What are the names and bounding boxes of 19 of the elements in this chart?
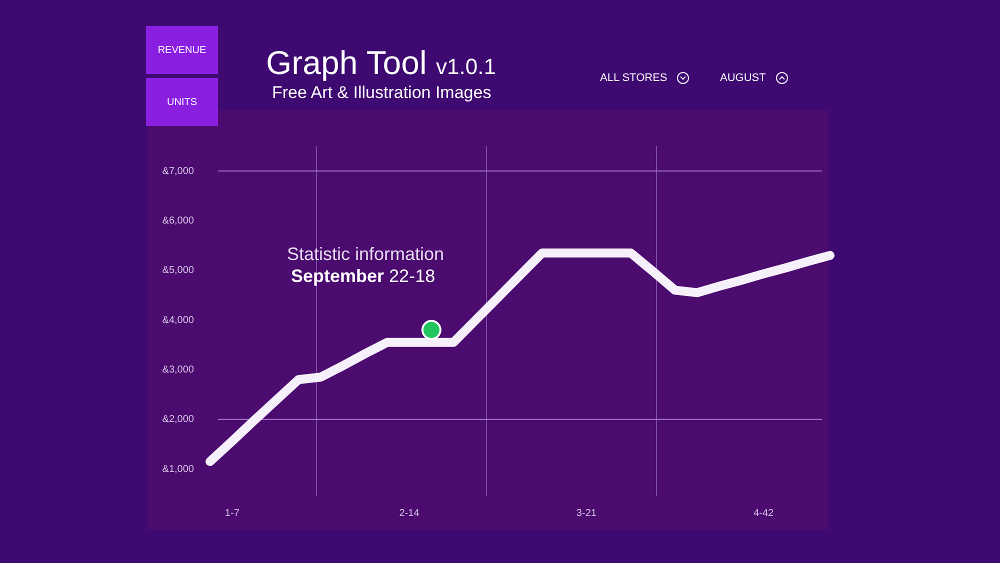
text: UNITS — [146, 78, 218, 126]
y-tick-label: &6,000 — [162, 215, 194, 226]
x-tick-label: 2-14 — [399, 508, 420, 519]
text: AUGUST — [720, 72, 766, 84]
y-tick-label: &4,000 — [162, 314, 194, 326]
x-tick-label: 4-42 — [754, 508, 774, 519]
text: ALL STORES — [600, 72, 668, 84]
x-tick-label: 1-7 — [224, 508, 240, 519]
y-tick-label: &5,000 — [162, 265, 194, 276]
chart-title: Graph Tool v1.0.1 — [266, 44, 496, 82]
text: REVENUE — [146, 26, 218, 74]
x-tick-label: 3-21 — [576, 508, 597, 519]
y-tick-label: &7,000 — [162, 166, 194, 177]
y-tick-label: &1,000 — [162, 464, 194, 475]
chart-subtitle: Free Art & Illustration Images — [272, 83, 492, 103]
y-tick-label: &3,000 — [162, 364, 194, 376]
annotation: Statistic information — [287, 244, 444, 265]
y-tick-label: &2,000 — [162, 414, 194, 426]
annotation: September 22-18 — [291, 266, 436, 287]
